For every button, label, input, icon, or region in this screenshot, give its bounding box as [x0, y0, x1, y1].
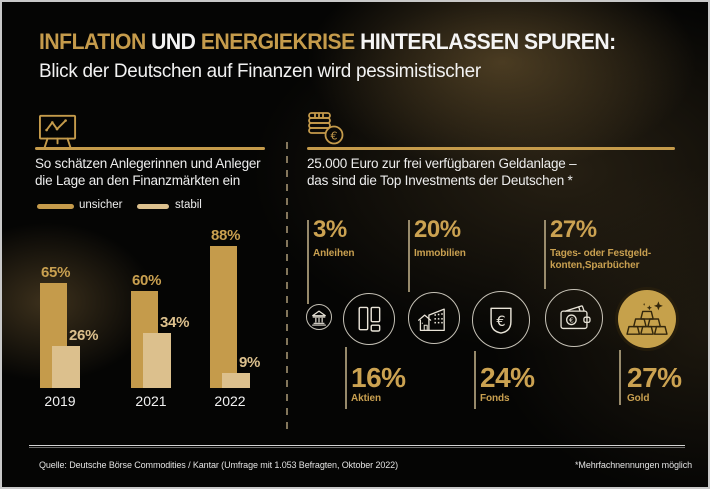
stat-label-aktien: Aktien [351, 393, 381, 404]
year-label-2019: 2019 [44, 393, 76, 409]
stat-line-aktien [345, 347, 347, 409]
gold-bars-icon [618, 290, 676, 348]
right-section-title-line2: das sind die Top Investments der Deutsch… [307, 173, 573, 188]
stocks-icon [343, 293, 395, 345]
stat-line-tagesgeld [544, 220, 546, 289]
footer-rule [29, 445, 685, 448]
right-section-rule [307, 147, 675, 150]
right-section-title-line1: 25.000 Euro zur frei verfügbaren Geldanl… [307, 156, 577, 171]
svg-text:€: € [331, 130, 338, 143]
building-icon [408, 292, 460, 344]
legend-label-stabil: stabil [175, 199, 202, 211]
fonds-euro-icon: € [472, 291, 530, 349]
bar-stabil-2019 [52, 346, 80, 388]
title-part-und: UND [151, 29, 201, 54]
section-divider-dashed [286, 142, 288, 430]
stat-pct-fonds: 24% [480, 362, 535, 393]
title-part-energiekrise: ENERGIEKRISE [200, 29, 361, 54]
left-section-title-line1: So schätzen Anlegerinnen und Anleger [35, 156, 261, 171]
svg-text:€: € [569, 315, 574, 324]
value-label-unsicher-2022: 88% [211, 227, 241, 244]
legend-swatch-unsicher [37, 204, 74, 209]
value-label-stabil-2019: 26% [69, 327, 99, 344]
stat-label-gold: Gold [627, 393, 650, 404]
stat-pct-aktien: 16% [351, 362, 406, 393]
title-part-inflation: INFLATION [39, 29, 152, 54]
value-label-unsicher-2019: 65% [41, 264, 71, 281]
value-label-unsicher-2021: 60% [132, 272, 162, 289]
legend-swatch-stabil [137, 204, 169, 209]
stat-label-anleihen: Anleihen [313, 248, 355, 259]
stat-label-tagesgeld-line1: Tages- oder Festgeld- [550, 248, 652, 259]
stat-pct-tagesgeld: 27% [550, 216, 597, 243]
coins-euro-icon: € [305, 110, 347, 148]
stat-pct-gold: 27% [627, 362, 682, 393]
stat-label-fonds: Fonds [480, 393, 510, 404]
stat-line-immobilien [408, 220, 410, 292]
year-label-2022: 2022 [214, 393, 246, 409]
year-label-2021: 2021 [135, 393, 167, 409]
chart-board-icon [34, 112, 82, 150]
stat-pct-anleihen: 3% [313, 216, 347, 243]
bar-stabil-2021 [143, 333, 171, 388]
wallet-icon: € [545, 289, 603, 347]
value-label-stabil-2021: 34% [160, 314, 190, 331]
bank-icon [306, 304, 332, 330]
page-title: INFLATION UND ENERGIEKRISE HINTERLASSEN … [39, 29, 673, 55]
stat-pct-immobilien: 20% [414, 216, 461, 243]
page-subtitle: Blick der Deutschen auf Finanzen wird pe… [39, 60, 481, 82]
value-label-stabil-2022: 9% [239, 354, 261, 371]
bar-stabil-2022 [222, 373, 250, 388]
stat-line-fonds [474, 351, 476, 409]
svg-text:€: € [496, 314, 505, 330]
stat-label-immobilien: Immobilien [414, 248, 466, 259]
left-section-title-line2: die Lage an den Finanzmärkten ein [35, 173, 241, 188]
legend-label-unsicher: unsicher [79, 199, 123, 211]
source-text: Quelle: Deutsche Börse Commodities / Kan… [39, 460, 398, 470]
stat-label-tagesgeld-line2: konten,Sparbücher [550, 260, 640, 271]
bar-unsicher-2022 [210, 246, 237, 388]
stat-line-anleihen [307, 220, 309, 304]
stat-line-gold [619, 350, 621, 405]
left-section-rule [35, 147, 265, 150]
title-part-hinterlassen: HINTERLASSEN SPUREN: [360, 29, 616, 54]
footnote-text: *Mehrfachnennungen möglich [575, 460, 692, 470]
